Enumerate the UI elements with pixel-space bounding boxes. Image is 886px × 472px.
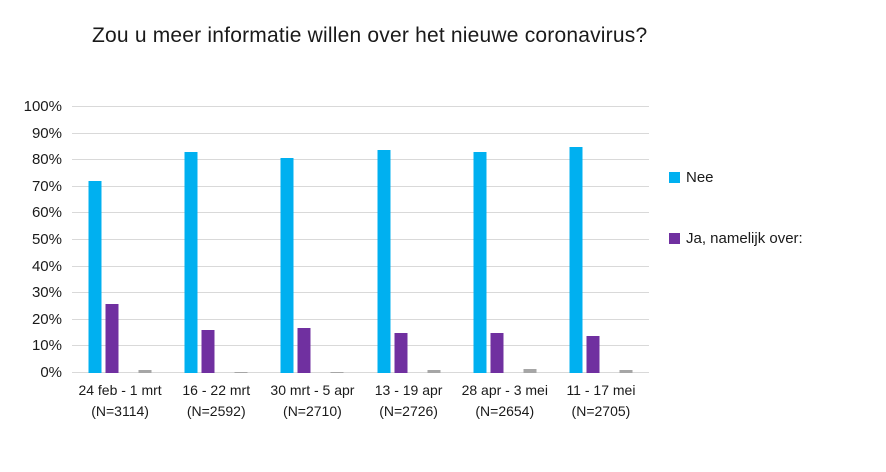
legend-swatch-icon [669, 171, 680, 183]
bar-unlabeled-gray [427, 370, 441, 373]
gridline [72, 372, 649, 373]
y-tick-label: 50% [31, 231, 62, 248]
bar-unlabeled-gray [523, 369, 537, 373]
x-category-period: 28 apr - 3 mei [461, 382, 548, 398]
y-axis: 0% 10% 20% 30% 40% 50% 60% 70% 80% 90% 100% [0, 98, 64, 381]
bar-unlabeled-gray [234, 371, 248, 373]
bar-ja-namelijk-over [394, 333, 408, 373]
legend-label: Ja, namelijk over: [686, 229, 803, 247]
gridline [72, 106, 649, 107]
legend-item: Nee [669, 166, 803, 188]
bar-nee [473, 152, 487, 373]
x-category-label: 24 feb - 1 mrt (N=3114) [60, 380, 180, 422]
bar-ja-namelijk-over [490, 333, 504, 373]
y-tick-label: 60% [31, 204, 62, 222]
gridlines [72, 106, 649, 373]
x-category-label: 30 mrt - 5 apr (N=2710) [252, 380, 372, 422]
x-category-n: (N=2710) [283, 403, 342, 419]
x-category-period: 16 - 22 mrt [182, 382, 251, 398]
bar-nee [184, 152, 198, 373]
x-category-period: 13 - 19 apr [374, 382, 443, 398]
gridline [72, 159, 649, 161]
y-tick-label: 0% [40, 364, 62, 381]
bar-cluster [377, 107, 441, 373]
x-category-period: 30 mrt - 5 apr [270, 382, 355, 398]
gridline [72, 185, 649, 187]
x-category-n: (N=3114) [91, 403, 149, 419]
bar-cluster [280, 107, 344, 373]
x-category-period: 24 feb - 1 mrt [78, 382, 162, 398]
bar-ja-namelijk-over [201, 330, 215, 373]
gridline [72, 212, 649, 214]
bar-nee [280, 157, 294, 373]
bar-cluster [184, 107, 248, 373]
bar-group: 11 - 17 mei (N=2705) [553, 107, 649, 419]
legend: Nee Ja, namelijk over: [669, 166, 803, 288]
bar-group: 30 mrt - 5 apr (N=2710) [264, 107, 360, 419]
x-category-label: 11 - 17 mei (N=2705) [541, 380, 661, 422]
bar-group: 28 apr - 3 mei (N=2654) [457, 107, 553, 419]
y-tick-label: 100% [23, 98, 62, 115]
legend-label: Nee [686, 168, 714, 186]
plot-area: 24 feb - 1 mrt (N=3114) 16 - 22 mrt (N=2592… [72, 106, 649, 419]
bar-unlabeled-gray [330, 371, 344, 373]
bar-group: 16 - 22 mrt (N=2592) [168, 107, 264, 419]
x-category-label: 16 - 22 mrt (N=2592) [156, 380, 276, 422]
legend-swatch-icon [669, 232, 680, 244]
x-category-label: 28 apr - 3 mei (N=2654) [445, 380, 565, 422]
plot-groups: 24 feb - 1 mrt (N=3114) 16 - 22 mrt (N=2592… [72, 107, 649, 419]
bar-nee [569, 146, 583, 373]
bar-group: 24 feb - 1 mrt (N=3114) [72, 107, 168, 419]
gridline [72, 318, 649, 320]
gridline [72, 265, 649, 267]
gridline [72, 292, 649, 294]
x-category-label: 13 - 19 apr (N=2726) [349, 380, 469, 422]
x-category-n: (N=2654) [475, 403, 535, 419]
x-category-n: (N=2705) [571, 403, 631, 419]
y-tick-label: 80% [31, 151, 62, 169]
bar-ja-namelijk-over [297, 327, 311, 373]
bar-cluster [569, 107, 633, 373]
bar-unlabeled-gray [619, 370, 633, 373]
x-category-n: (N=2592) [186, 403, 246, 419]
bar-unlabeled-gray [138, 370, 152, 373]
x-category-n: (N=2726) [379, 403, 438, 419]
gridline [72, 239, 649, 240]
bar-group: 13 - 19 apr (N=2726) [361, 107, 457, 419]
legend-item: Ja, namelijk over: [669, 227, 803, 249]
bar-cluster [473, 107, 537, 373]
y-tick-label: 70% [31, 177, 62, 195]
y-tick-label: 10% [31, 337, 62, 355]
bar-nee [377, 149, 391, 373]
y-tick-label: 40% [31, 257, 62, 275]
gridline [72, 345, 649, 347]
bar-nee [88, 181, 102, 373]
bar-ja-namelijk-over [105, 303, 119, 373]
bar-ja-namelijk-over [586, 335, 600, 373]
y-tick-label: 90% [31, 124, 62, 142]
y-tick-label: 30% [31, 284, 62, 302]
bar-cluster [88, 107, 152, 373]
y-tick-label: 20% [31, 310, 62, 328]
gridline [72, 132, 649, 134]
chart-title: Zou u meer informatie willen over het ni… [92, 24, 648, 47]
x-category-period: 11 - 17 mei [566, 382, 636, 398]
